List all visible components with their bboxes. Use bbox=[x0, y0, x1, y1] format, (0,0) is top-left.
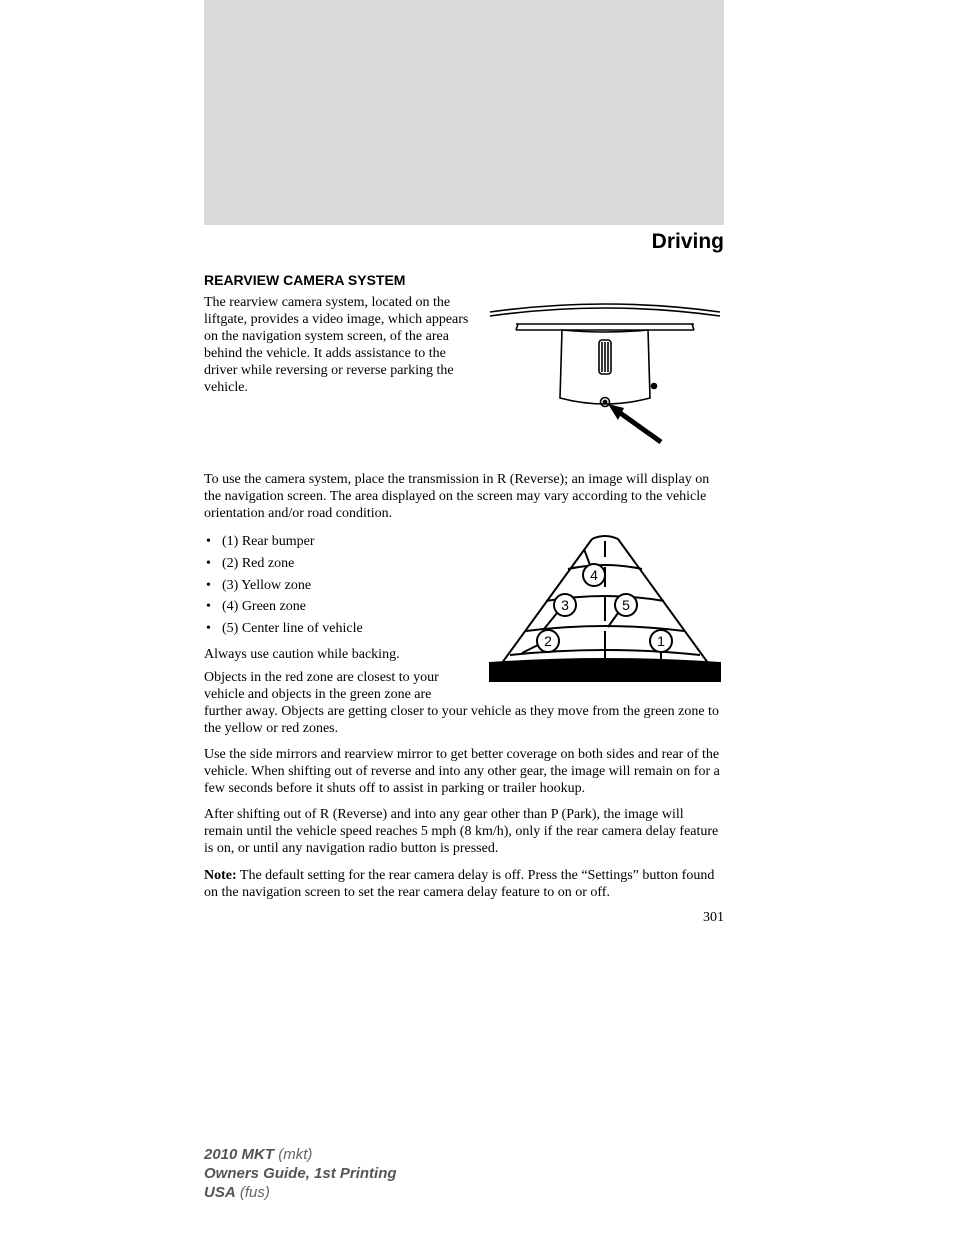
footer-line-1: 2010 MKT (mkt) bbox=[204, 1146, 397, 1165]
footer-line-2: Owners Guide, 1st Printing bbox=[204, 1165, 397, 1184]
mirrors-paragraph: Use the side mirrors and rearview mirror… bbox=[204, 746, 724, 797]
intro-paragraph: The rearview camera system, located on t… bbox=[204, 294, 472, 459]
zones-block: 1 2 3 4 5 (1) Rear bumper (2) Red zone (… bbox=[204, 531, 724, 737]
zone-item: (2) Red zone bbox=[204, 553, 724, 575]
note-text: The default setting for the rear camera … bbox=[204, 868, 714, 900]
page-number: 301 bbox=[204, 910, 724, 926]
zone-item: (5) Center line of vehicle bbox=[204, 618, 724, 640]
zone-item: (3) Yellow zone bbox=[204, 575, 724, 597]
page-content: Driving REARVIEW CAMERA SYSTEM The rearv… bbox=[204, 230, 724, 926]
footer-block: 2010 MKT (mkt) Owners Guide, 1st Printin… bbox=[204, 1146, 397, 1202]
zone-list: (1) Rear bumper (2) Red zone (3) Yellow … bbox=[204, 531, 724, 639]
intro-row: The rearview camera system, located on t… bbox=[204, 294, 724, 459]
zone-item: (1) Rear bumper bbox=[204, 531, 724, 553]
note-paragraph: Note: The default setting for the rear c… bbox=[204, 867, 724, 901]
delay-paragraph: After shifting out of R (Reverse) and in… bbox=[204, 806, 724, 857]
usage-paragraph: To use the camera system, place the tran… bbox=[204, 471, 724, 522]
chapter-title: Driving bbox=[204, 230, 724, 254]
zone-item: (4) Green zone bbox=[204, 596, 724, 618]
section-heading: REARVIEW CAMERA SYSTEM bbox=[204, 272, 724, 288]
footer-line-3: USA (fus) bbox=[204, 1184, 397, 1203]
note-label: Note: bbox=[204, 868, 237, 883]
header-gray-block bbox=[204, 0, 724, 225]
liftgate-camera-figure bbox=[486, 294, 724, 459]
